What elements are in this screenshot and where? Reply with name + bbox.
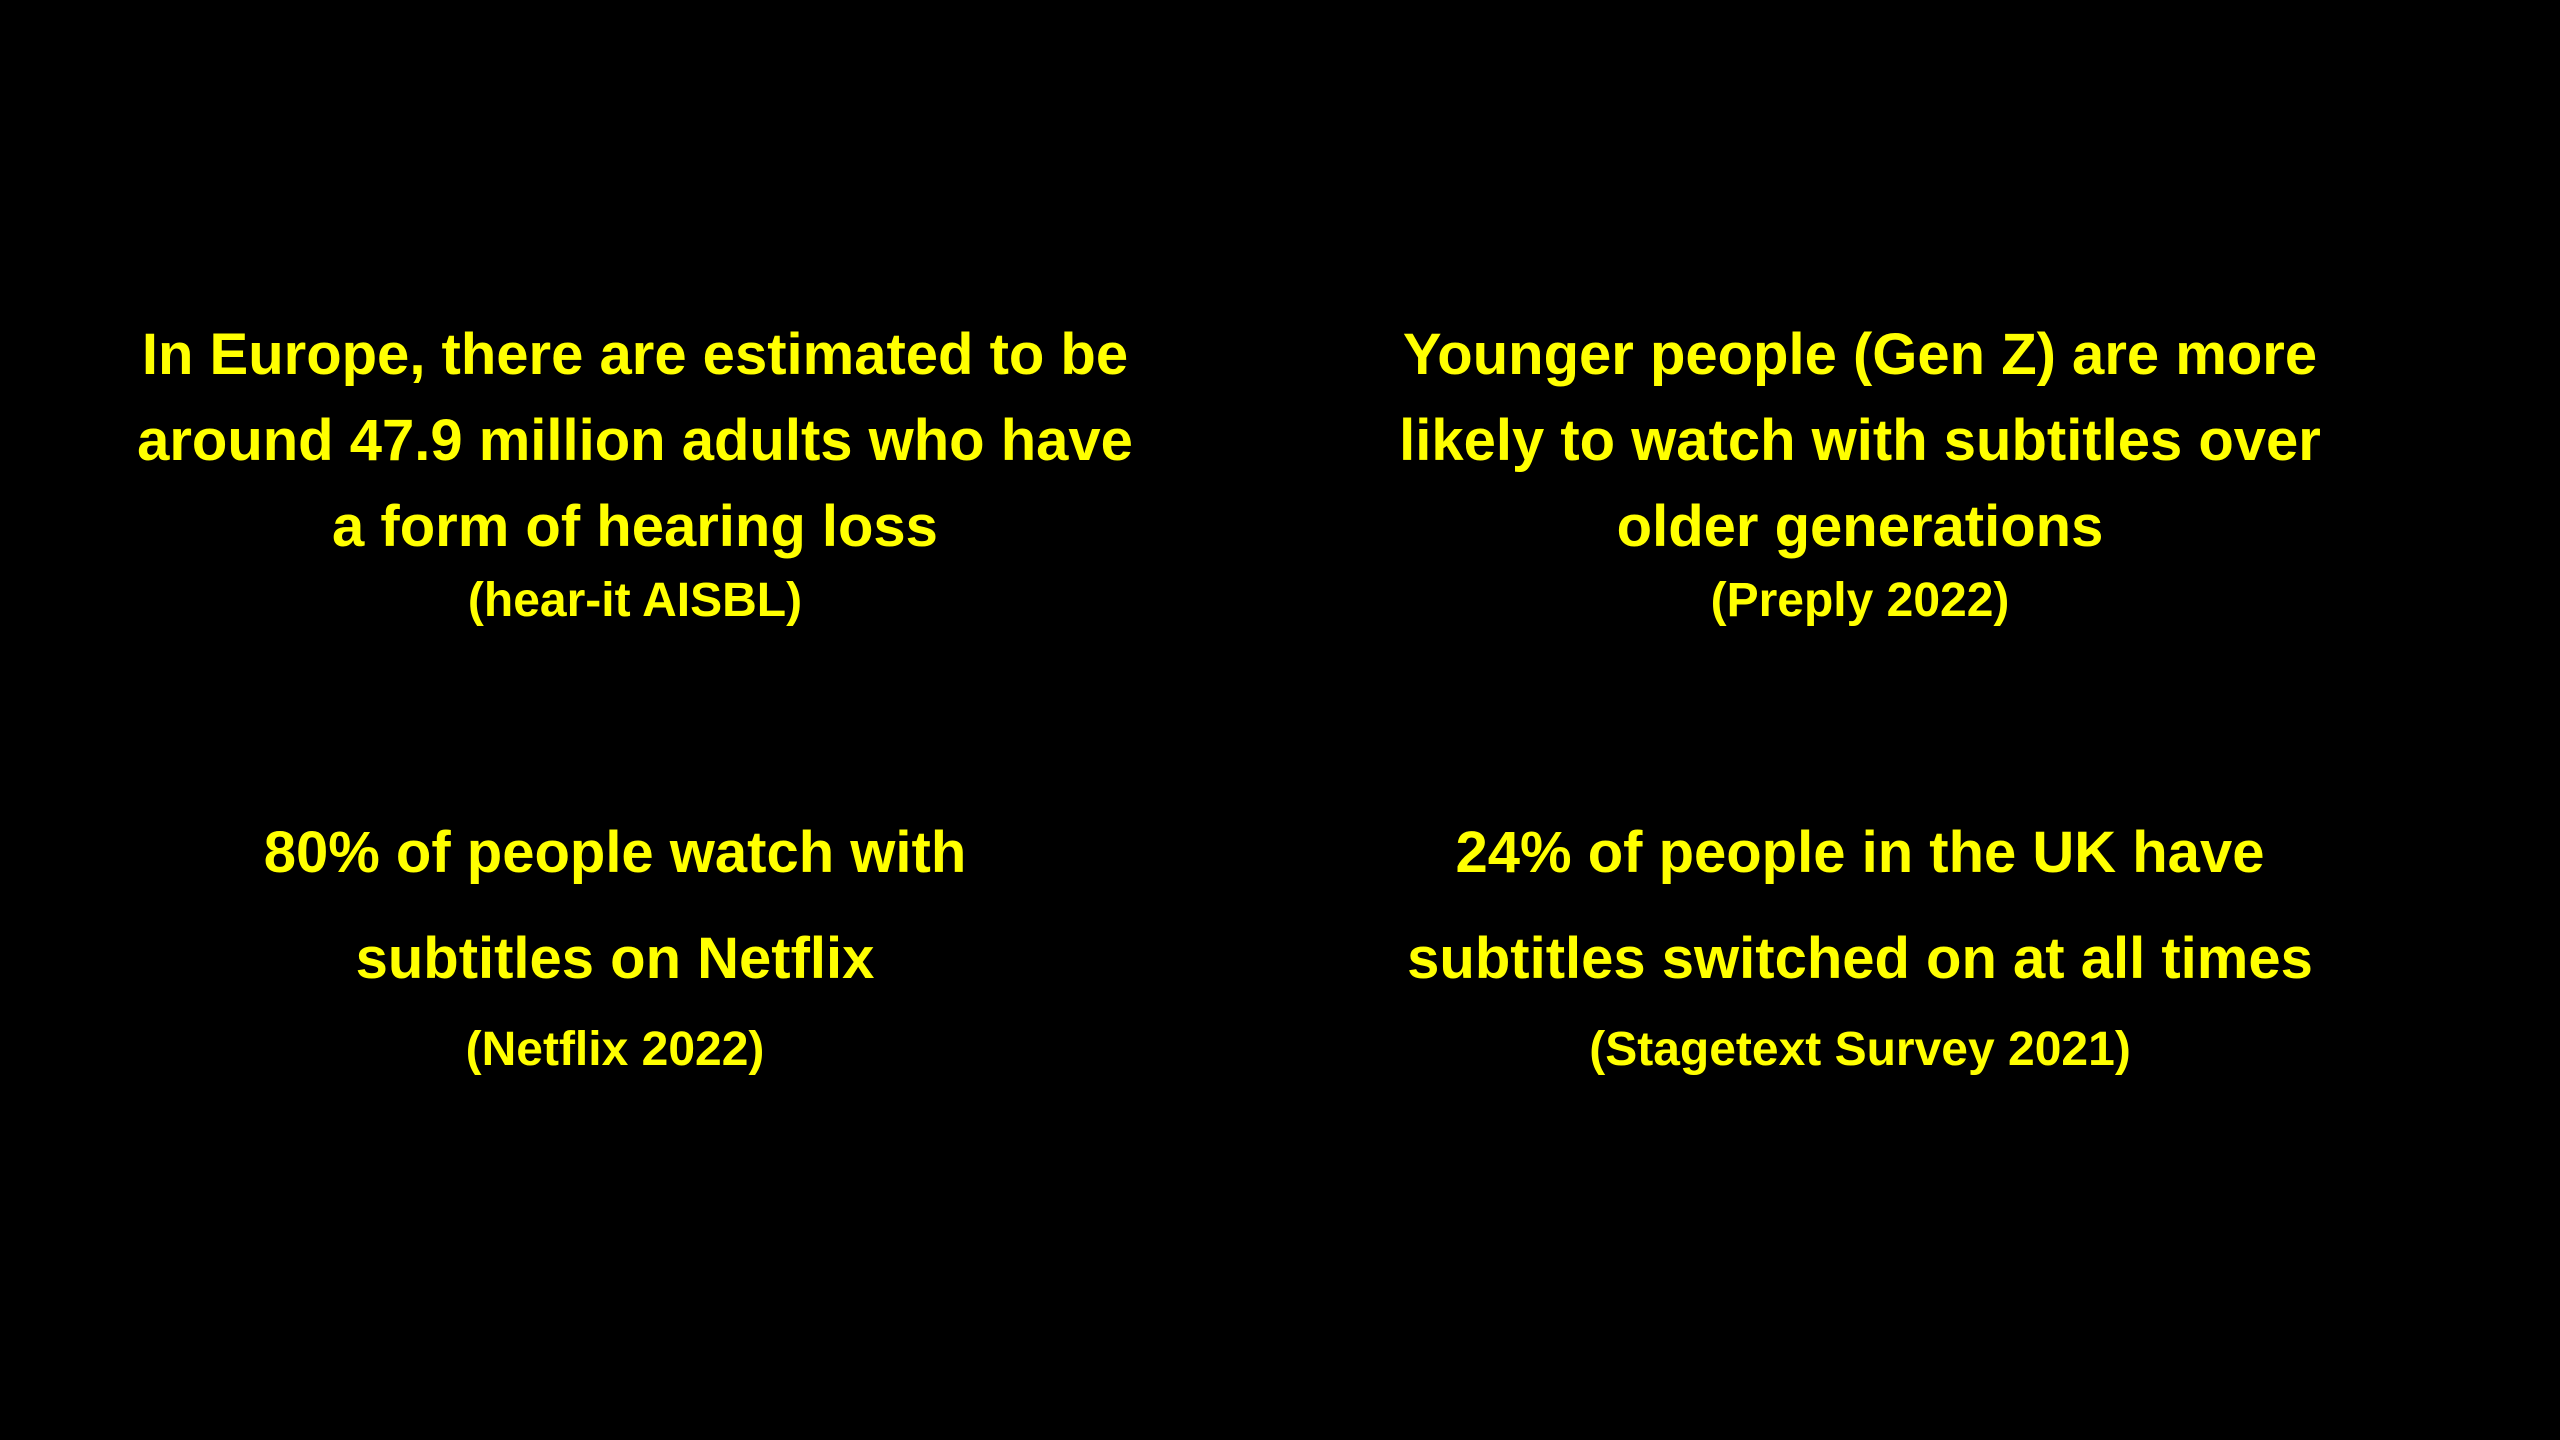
fact-line: 24% of people in the UK have: [1455, 820, 2265, 885]
fact-line: Younger people (Gen Z) are more: [1402, 322, 2318, 387]
fact-source: (Stagetext Survey 2021): [1589, 1023, 2131, 1076]
fact-gen-z-subtitles: Younger people (Gen Z) are more likely t…: [1240, 312, 2480, 632]
fact-uk-subtitles: 24% of people in the UK have subtitles s…: [1240, 800, 2480, 1088]
fact-netflix-subtitles: 80% of people watch with subtitles on Ne…: [20, 800, 1210, 1088]
fact-source: (hear-it AISBL): [467, 574, 803, 627]
fact-line: older generations: [1616, 494, 2104, 559]
fact-source: (Preply 2022): [1710, 574, 2010, 627]
fact-line: In Europe, there are estimated to be: [141, 322, 1129, 387]
fact-source: (Netflix 2022): [465, 1023, 765, 1076]
fact-line: 80% of people watch with: [263, 820, 967, 885]
fact-line: around 47.9 million adults who have: [137, 408, 1133, 473]
fact-hearing-loss-europe: In Europe, there are estimated to be aro…: [20, 312, 1250, 632]
fact-line: likely to watch with subtitles over: [1399, 408, 2321, 473]
fact-line: subtitles switched on at all times: [1407, 926, 2313, 991]
fact-line: a form of hearing loss: [332, 494, 938, 559]
fact-line: subtitles on Netflix: [355, 926, 875, 991]
